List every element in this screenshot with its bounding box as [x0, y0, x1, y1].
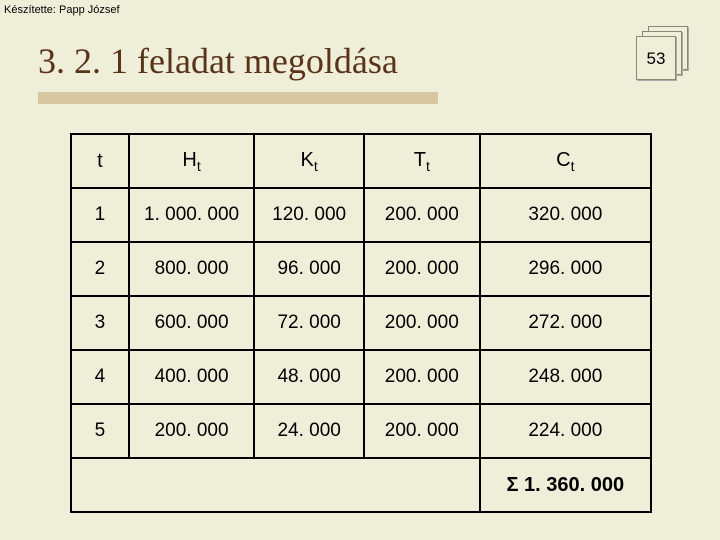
col-c-header: Ct	[480, 134, 651, 188]
table-row: 5 200. 000 24. 000 200. 000 224. 000	[71, 404, 651, 458]
cell-t: 2	[71, 242, 129, 296]
cell-tt: 200. 000	[364, 404, 480, 458]
cell-k: 120. 000	[254, 188, 364, 242]
cell-h: 600. 000	[129, 296, 255, 350]
cell-tt: 200. 000	[364, 188, 480, 242]
table-row: 2 800. 000 96. 000 200. 000 296. 000	[71, 242, 651, 296]
cell-tt: 200. 000	[364, 350, 480, 404]
cell-t: 1	[71, 188, 129, 242]
page-number: 53	[637, 37, 675, 69]
col-t-header: t	[71, 134, 129, 188]
cell-c: 272. 000	[480, 296, 651, 350]
cell-t: 4	[71, 350, 129, 404]
title-underline	[38, 92, 438, 104]
table-row: 4 400. 000 48. 000 200. 000 248. 000	[71, 350, 651, 404]
cell-tt: 200. 000	[364, 296, 480, 350]
cell-h: 400. 000	[129, 350, 255, 404]
data-table-wrap: t Ht Kt Tt Ct 1 1. 000. 000 120. 000 200…	[70, 133, 652, 513]
page-front-icon: 53	[636, 36, 676, 80]
cell-c: 248. 000	[480, 350, 651, 404]
cell-t: 3	[71, 296, 129, 350]
cell-tt: 200. 000	[364, 242, 480, 296]
cell-k: 72. 000	[254, 296, 364, 350]
author-label: Készítette: Papp József	[4, 4, 120, 16]
cell-c: 224. 000	[480, 404, 651, 458]
sum-cell: Σ 1. 360. 000	[480, 458, 651, 512]
sum-empty	[71, 458, 480, 512]
cell-t: 5	[71, 404, 129, 458]
table-row: 1 1. 000. 000 120. 000 200. 000 320. 000	[71, 188, 651, 242]
table-header-row: t Ht Kt Tt Ct	[71, 134, 651, 188]
slide-title: 3. 2. 1 feladat megoldása	[38, 40, 398, 82]
col-tt-header: Tt	[364, 134, 480, 188]
cell-h: 1. 000. 000	[129, 188, 255, 242]
cell-h: 200. 000	[129, 404, 255, 458]
table-row: 3 600. 000 72. 000 200. 000 272. 000	[71, 296, 651, 350]
cell-c: 320. 000	[480, 188, 651, 242]
data-table: t Ht Kt Tt Ct 1 1. 000. 000 120. 000 200…	[70, 133, 652, 513]
col-k-header: Kt	[254, 134, 364, 188]
cell-k: 24. 000	[254, 404, 364, 458]
cell-k: 96. 000	[254, 242, 364, 296]
page-number-stack: 53	[636, 26, 690, 80]
cell-c: 296. 000	[480, 242, 651, 296]
table-sum-row: Σ 1. 360. 000	[71, 458, 651, 512]
cell-h: 800. 000	[129, 242, 255, 296]
col-h-header: Ht	[129, 134, 255, 188]
cell-k: 48. 000	[254, 350, 364, 404]
